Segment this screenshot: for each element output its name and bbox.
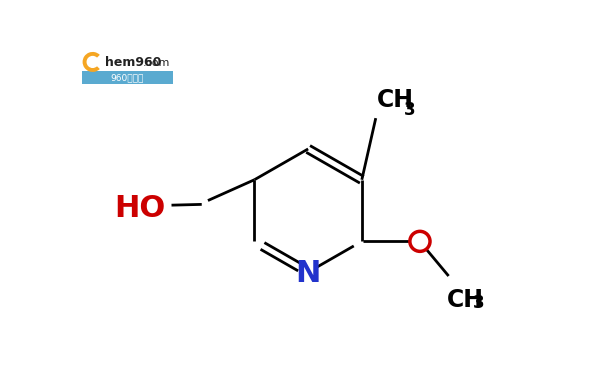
Text: .com: .com [143, 58, 171, 68]
Bar [82, 71, 173, 84]
Text: 3: 3 [473, 294, 484, 312]
Text: CH: CH [447, 288, 484, 312]
Circle shape [87, 57, 98, 68]
Text: CH: CH [378, 88, 414, 112]
Text: 3: 3 [404, 101, 415, 119]
Text: hem960: hem960 [105, 56, 162, 69]
Wedge shape [83, 52, 100, 72]
Text: 960化工网: 960化工网 [111, 73, 144, 82]
Text: N: N [295, 259, 321, 288]
Text: HO: HO [114, 194, 165, 223]
Bar [82, 51, 173, 84]
